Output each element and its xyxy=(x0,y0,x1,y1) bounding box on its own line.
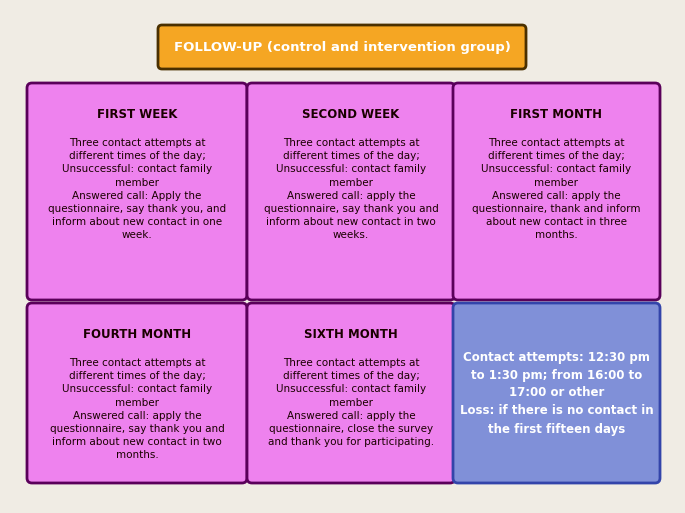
FancyBboxPatch shape xyxy=(247,303,455,483)
Text: Three contact attempts at
different times of the day;
Unsuccessful: contact fami: Three contact attempts at different time… xyxy=(472,138,640,241)
Text: Three contact attempts at
different times of the day;
Unsuccessful: contact fami: Three contact attempts at different time… xyxy=(48,138,226,241)
Text: Contact attempts: 12:30 pm
to 1:30 pm; from 16:00 to
17:00 or other
Loss: if the: Contact attempts: 12:30 pm to 1:30 pm; f… xyxy=(460,350,653,436)
Text: FIRST WEEK: FIRST WEEK xyxy=(97,108,177,121)
Text: Three contact attempts at
different times of the day;
Unsuccessful: contact fami: Three contact attempts at different time… xyxy=(264,138,438,241)
FancyBboxPatch shape xyxy=(158,25,526,69)
FancyBboxPatch shape xyxy=(453,303,660,483)
Text: SECOND WEEK: SECOND WEEK xyxy=(302,108,399,121)
FancyBboxPatch shape xyxy=(453,83,660,300)
Text: Three contact attempts at
different times of the day;
Unsuccessful: contact fami: Three contact attempts at different time… xyxy=(49,358,225,460)
FancyBboxPatch shape xyxy=(247,83,455,300)
Text: Three contact attempts at
different times of the day;
Unsuccessful: contact fami: Three contact attempts at different time… xyxy=(268,358,434,447)
Text: SIXTH MONTH: SIXTH MONTH xyxy=(304,328,398,341)
FancyBboxPatch shape xyxy=(27,303,247,483)
Text: FOLLOW-UP (control and intervention group): FOLLOW-UP (control and intervention grou… xyxy=(173,41,510,53)
Text: FIRST MONTH: FIRST MONTH xyxy=(510,108,603,121)
FancyBboxPatch shape xyxy=(27,83,247,300)
Text: FOURTH MONTH: FOURTH MONTH xyxy=(83,328,191,341)
